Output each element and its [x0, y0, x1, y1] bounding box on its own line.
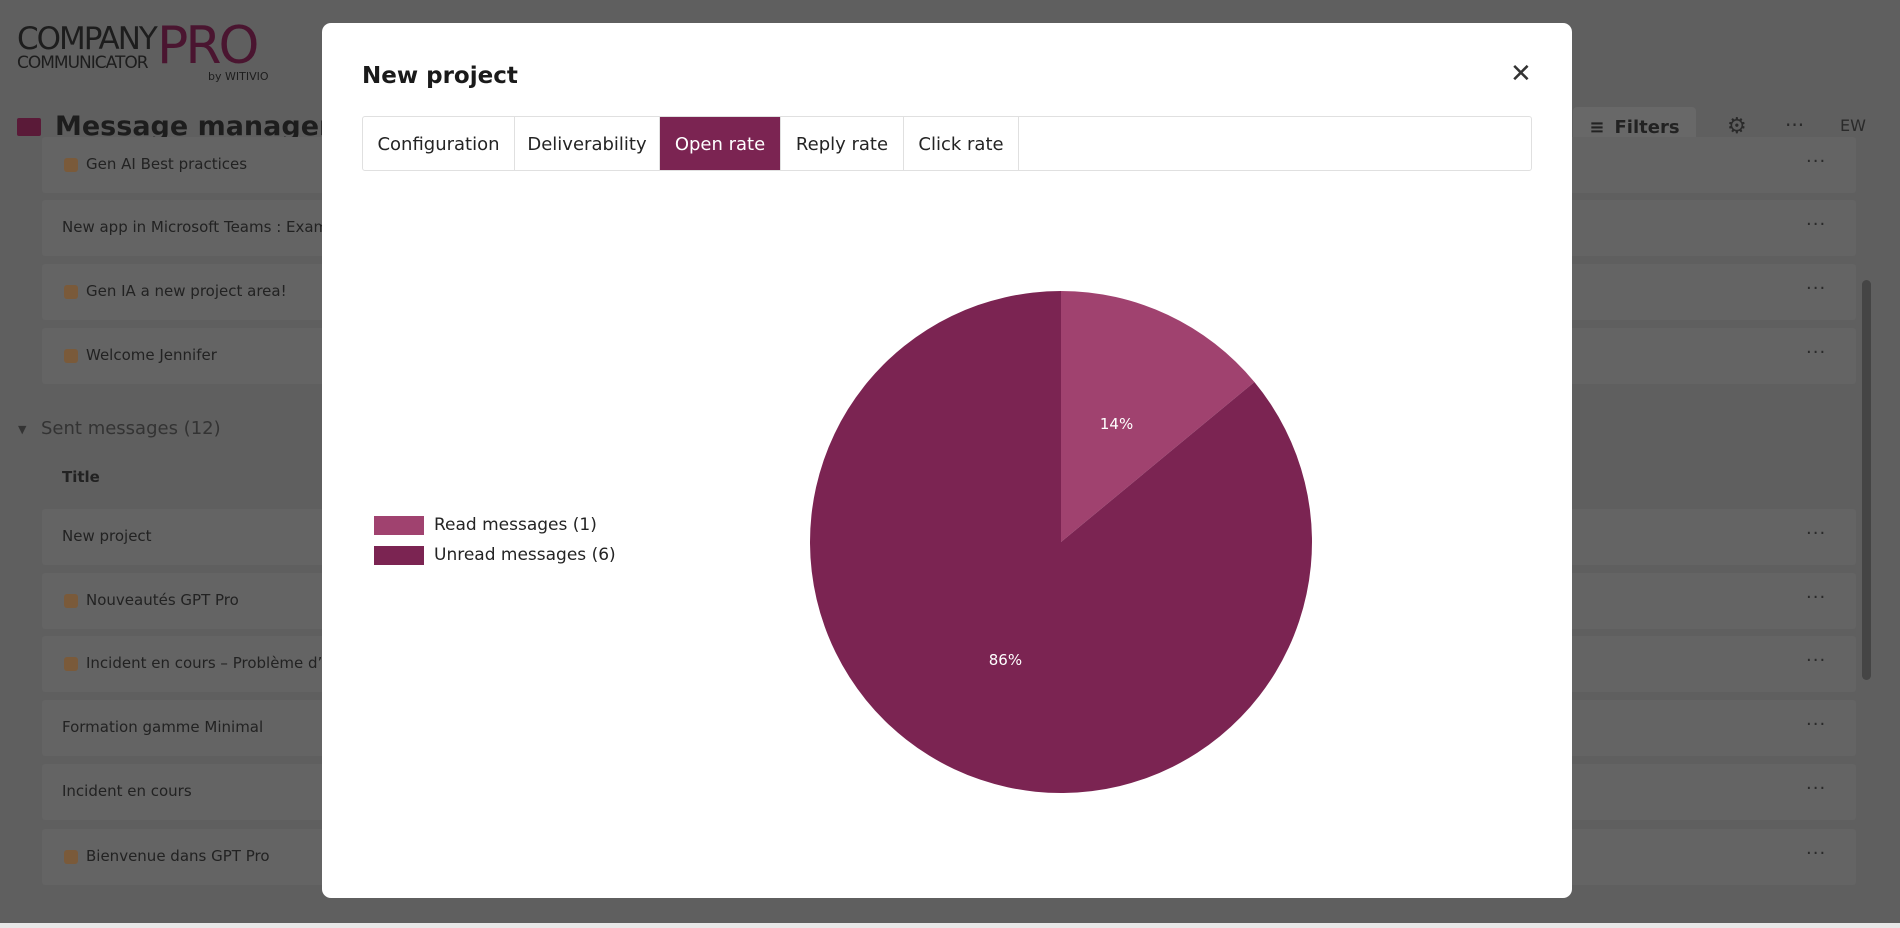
logo-by: by WITIVIO — [208, 70, 269, 83]
slice-label: 86% — [989, 651, 1022, 669]
row-menu[interactable]: ··· — [1806, 714, 1827, 735]
avatar[interactable]: EW — [1840, 116, 1866, 135]
row-icon — [64, 349, 78, 363]
row-menu[interactable]: ··· — [1806, 523, 1827, 544]
pie-slice — [1061, 291, 1255, 542]
group-header[interactable]: Sent messages (12) — [41, 418, 221, 439]
row-title: New app in Microsoft Teams : ExampleP — [62, 218, 361, 236]
settings-button[interactable]: ⚙ — [1727, 114, 1747, 139]
tab[interactable]: Reply rate — [781, 117, 904, 170]
logo-text: COMPANY — [17, 21, 158, 57]
tab[interactable]: Click rate — [904, 117, 1019, 170]
legend-swatch — [374, 545, 424, 565]
bottom-bar — [0, 923, 1900, 928]
legend-item: Unread messages (6) — [374, 545, 616, 565]
row-title: Formation gamme Minimal — [62, 718, 264, 736]
close-button[interactable]: ✕ — [1510, 59, 1532, 89]
pie-slice — [809, 291, 1312, 793]
row-menu[interactable]: ··· — [1806, 843, 1827, 864]
row-icon — [64, 657, 78, 671]
row-menu[interactable]: ··· — [1806, 778, 1827, 799]
row-menu[interactable]: ··· — [1806, 151, 1827, 172]
row-icon — [64, 158, 78, 172]
row-icon — [64, 285, 78, 299]
row-menu[interactable]: ··· — [1806, 587, 1827, 608]
row-title: Bienvenue dans GPT Pro — [86, 847, 270, 865]
row-title: Welcome Jennifer — [86, 346, 217, 364]
legend-swatch — [374, 515, 424, 535]
legend-label: Read messages (1) — [434, 515, 597, 535]
scrollbar[interactable] — [1862, 280, 1871, 680]
row-menu[interactable]: ··· — [1806, 342, 1827, 363]
slice-label: 14% — [1100, 415, 1133, 433]
legend-item: Read messages (1) — [374, 515, 597, 535]
row-icon — [64, 850, 78, 864]
modal: New project ✕ Configuration Deliverabilit… — [322, 23, 1572, 898]
legend-label: Unread messages (6) — [434, 545, 616, 565]
tab[interactable]: Configuration — [363, 117, 515, 170]
more-button[interactable]: ··· — [1785, 113, 1805, 137]
row-menu[interactable]: ··· — [1806, 278, 1827, 299]
logo: COMPANY COMMUNICATOR — [17, 21, 158, 73]
logo-text: COMMUNICATOR — [17, 53, 149, 73]
chevron: ▼ — [18, 423, 27, 436]
tab[interactable]: Open rate — [660, 117, 781, 170]
pie-chart: 14% 86% — [809, 291, 1312, 793]
row-title: New project — [62, 527, 152, 545]
row-title: Incident en cours — [62, 782, 192, 800]
logo-pro: PRO — [157, 16, 259, 76]
row-title: Gen AI Best practices — [86, 155, 248, 173]
row-icon — [64, 594, 78, 608]
tab-bar: Configuration Deliverability Open rate Repl… — [362, 116, 1532, 171]
modal-title: New project — [362, 63, 518, 89]
mail-icon — [17, 118, 41, 136]
row-title: Gen IA a new project area! — [86, 282, 287, 300]
column-header: Title — [62, 468, 100, 486]
row-menu[interactable]: ··· — [1806, 650, 1827, 671]
filters-label: Filters — [1614, 116, 1680, 138]
row-title: Nouveautés GPT Pro — [86, 591, 239, 609]
row-title: Incident en cours – Problème d’accès — [86, 654, 366, 672]
tab[interactable]: Deliverability — [515, 117, 660, 170]
row-menu[interactable]: ··· — [1806, 214, 1827, 235]
